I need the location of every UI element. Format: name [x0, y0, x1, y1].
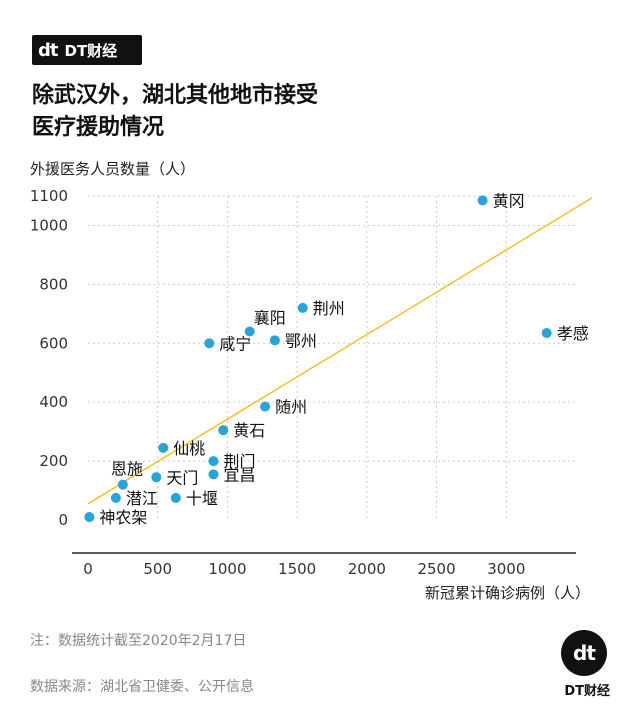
y-axis-title: 外援医务人员数量（人） — [30, 160, 196, 178]
point-label: 孝感 — [557, 324, 589, 343]
x-tick-label: 2500 — [417, 560, 455, 578]
y-tick-label: 400 — [39, 393, 68, 411]
dt-logo-icon: dt — [38, 39, 58, 61]
data-point — [208, 456, 219, 467]
x-tick-label: 3000 — [487, 560, 525, 578]
point-label: 襄阳 — [254, 308, 286, 327]
data-point — [297, 302, 308, 313]
y-tick-label: 600 — [39, 334, 68, 352]
x-axis-title: 新冠累计确诊病例（人） — [424, 584, 590, 602]
point-label: 鄂州 — [285, 331, 317, 350]
data-note: 注：数据统计截至2020年2月17日 — [30, 633, 247, 649]
data-source: 数据来源：湖北省卫健委、公开信息 — [30, 679, 254, 695]
y-tick-label: 0 — [58, 511, 68, 529]
point-label: 天门 — [166, 468, 198, 487]
x-tick-label: 1000 — [208, 560, 246, 578]
data-point — [158, 442, 169, 453]
point-label: 荆门 — [223, 452, 255, 471]
data-point — [84, 512, 95, 523]
point-label: 仙桃 — [173, 439, 205, 458]
y-tick-label: 1000 — [30, 216, 68, 234]
trend-line — [87, 197, 593, 505]
data-point — [117, 479, 128, 490]
point-label: 神农架 — [99, 508, 147, 527]
data-point — [244, 326, 255, 337]
dt-badge-logo-icon: dt — [561, 630, 607, 676]
x-tick-label: 500 — [143, 560, 172, 578]
point-label: 黄冈 — [493, 191, 525, 210]
data-point — [269, 335, 280, 346]
point-label: 宜昌 — [223, 465, 255, 484]
point-label: 十堰 — [186, 489, 218, 508]
brand-name: DT财经 — [64, 41, 118, 60]
y-tick-label: 200 — [39, 452, 68, 470]
point-label: 咸宁 — [219, 334, 251, 353]
data-point — [204, 338, 215, 349]
data-point — [151, 472, 162, 483]
y-tick-label: 1100 — [30, 187, 68, 205]
point-label: 随州 — [275, 398, 307, 417]
chart-title-line-1: 除武汉外，湖北其他地市接受 — [32, 83, 319, 108]
x-tick-label: 0 — [83, 560, 93, 578]
badge-caption: DT财经 — [564, 684, 610, 699]
point-label: 恩施 — [111, 460, 143, 479]
data-point — [260, 401, 271, 412]
x-tick-label: 1500 — [278, 560, 316, 578]
data-point — [110, 492, 121, 503]
point-label: 黄石 — [233, 421, 265, 440]
data-point — [208, 469, 219, 480]
data-point — [541, 327, 552, 338]
y-tick-label: 800 — [39, 275, 68, 293]
data-point — [218, 425, 229, 436]
x-tick-label: 2000 — [348, 560, 386, 578]
data-point — [477, 195, 488, 206]
point-label: 潜江 — [126, 489, 158, 508]
chart-title: 除武汉外，湖北其他地市接受 医疗援助情况 — [32, 80, 452, 144]
brand-header: dt DT财经 — [32, 35, 142, 65]
point-label: 荆州 — [313, 299, 345, 318]
chart-title-line-2: 医疗援助情况 — [32, 115, 165, 140]
data-point — [170, 492, 181, 503]
